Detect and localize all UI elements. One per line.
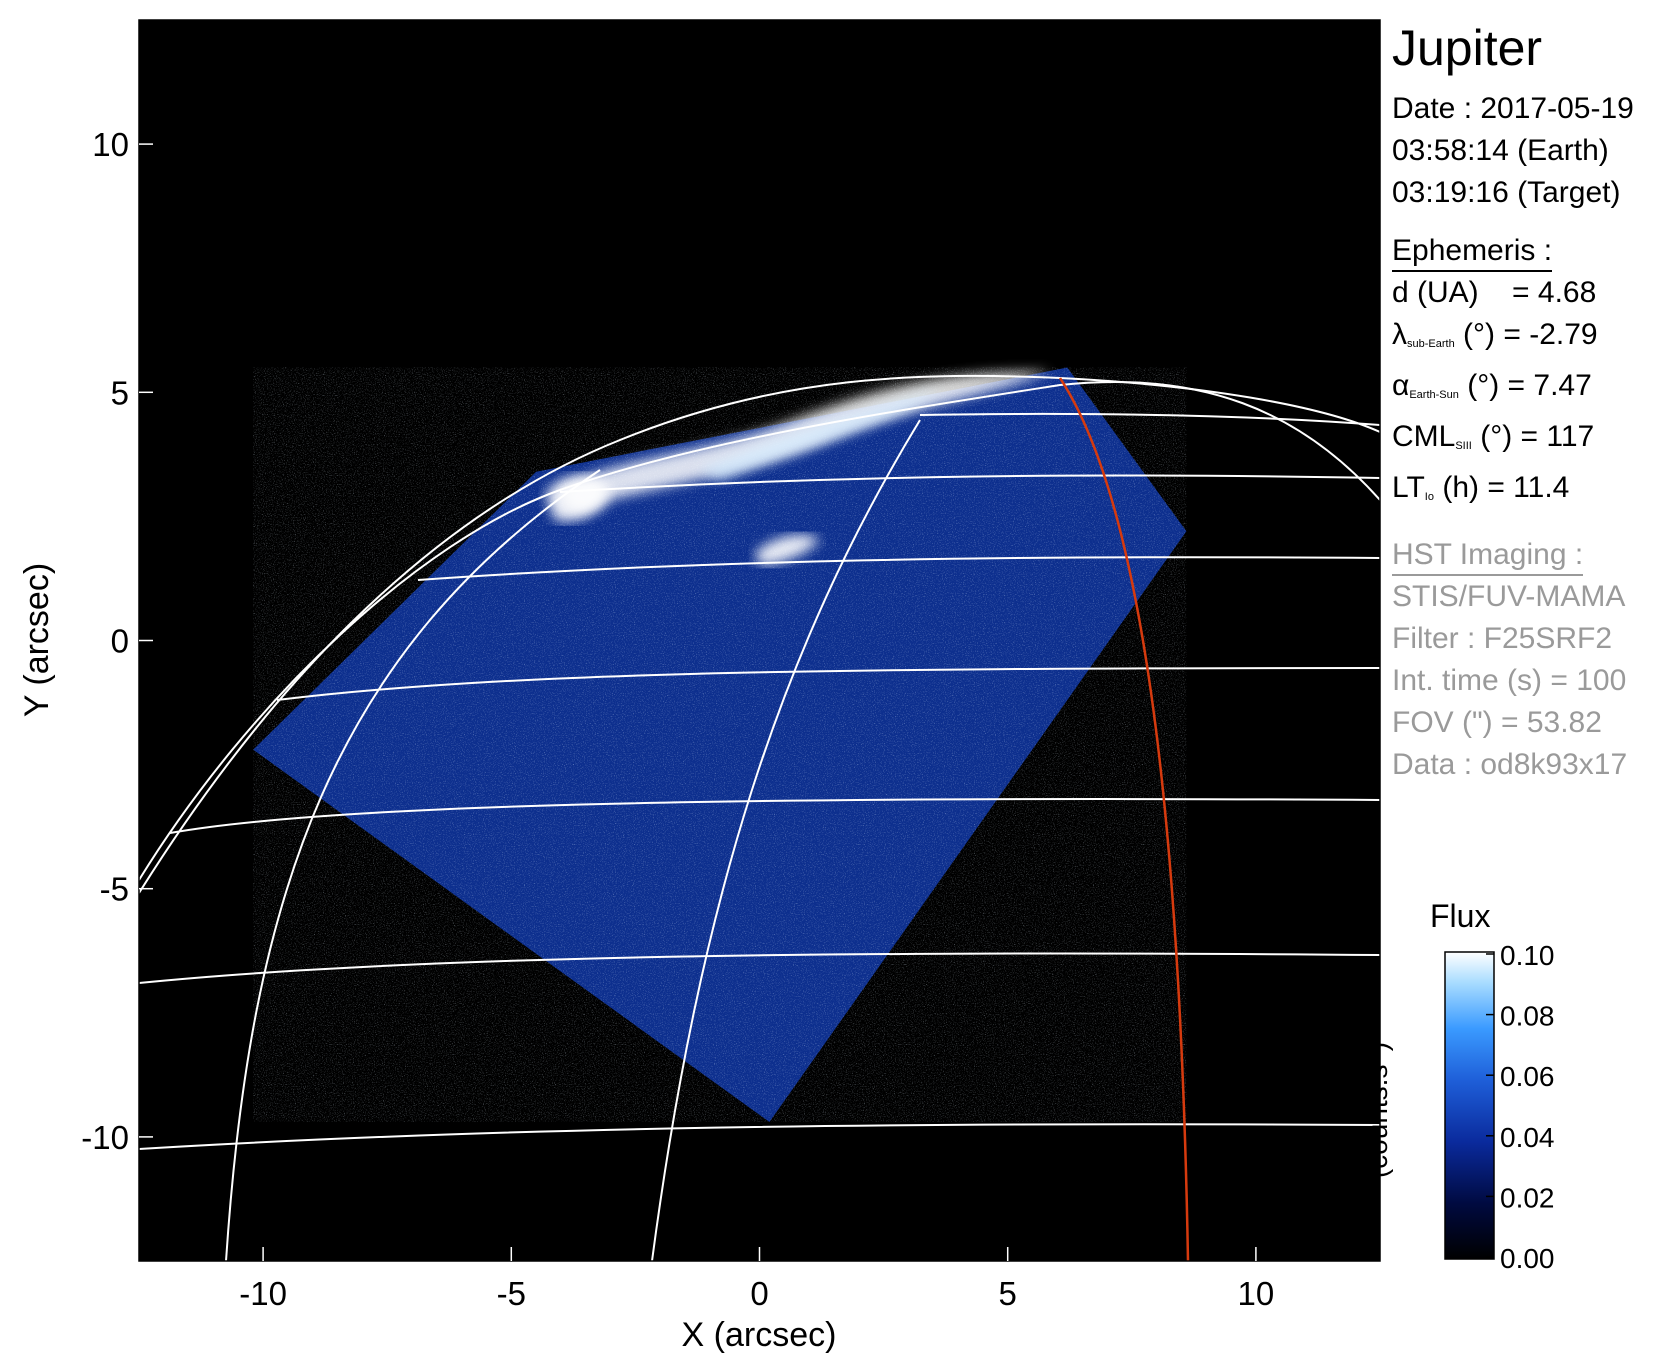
lt-value: (h) = 11.4 xyxy=(1442,471,1570,504)
phase-row: αEarth-Sun (°) = 7.47 xyxy=(1392,365,1676,416)
limb-outer xyxy=(139,374,1380,894)
limb-inner xyxy=(139,380,1380,881)
lt-symbol: LT xyxy=(1392,471,1425,504)
earth-time: 03:58:14 (Earth) xyxy=(1392,134,1609,167)
cml-symbol: CML xyxy=(1392,420,1456,453)
lt-sub: Io xyxy=(1424,491,1434,503)
y-tick-label: 5 xyxy=(111,374,129,411)
y-tick-label: 10 xyxy=(92,126,129,163)
distance-label: d (UA) xyxy=(1392,276,1479,309)
colorbar xyxy=(1444,951,1495,1260)
y-tick-label: -10 xyxy=(81,1119,129,1156)
y-tick-label: 0 xyxy=(111,623,129,660)
planet-name: Jupiter xyxy=(1392,20,1543,76)
lat-lon-grid xyxy=(139,374,1380,1261)
x-tick-label: 5 xyxy=(999,1275,1017,1312)
cml-sub: SIII xyxy=(1455,440,1472,452)
latitude-value: (°) = -2.79 xyxy=(1463,318,1598,351)
filter: Filter : F25SRF2 xyxy=(1392,622,1613,655)
colorbar-tick-label: 0.10 xyxy=(1500,940,1555,971)
latitude-line xyxy=(417,556,1380,581)
distance-row: d (UA) = 4.68 xyxy=(1392,272,1676,314)
colorbar-unit: (counts.s-1) xyxy=(1362,1041,1393,1179)
dataset-id: Data : od8k93x17 xyxy=(1392,748,1628,781)
date-line: Date : 2017-05-19 xyxy=(1392,92,1634,125)
x-axis-title: X (arcsec) xyxy=(682,1316,837,1354)
x-tick-label: -10 xyxy=(239,1275,287,1312)
latitude-line xyxy=(919,412,1380,426)
latitude-line xyxy=(169,798,1380,834)
colorbar-tick-label: 0.00 xyxy=(1500,1243,1555,1274)
target-time: 03:19:16 (Target) xyxy=(1392,176,1621,209)
phase-symbol: α xyxy=(1392,369,1410,402)
instrument: STIS/FUV-MAMA xyxy=(1392,580,1626,613)
meridian-line xyxy=(225,469,601,1261)
latitude-line xyxy=(276,667,1380,701)
x-tick-label: -5 xyxy=(497,1275,526,1312)
x-tick-label: 10 xyxy=(1238,1275,1275,1312)
cml-row: CMLSIII (°) = 117 xyxy=(1392,416,1676,467)
y-axis-title: Y (arcsec) xyxy=(18,563,56,717)
colorbar-tick-label: 0.08 xyxy=(1500,1001,1555,1032)
ephemeris-heading: Ephemeris : xyxy=(1392,232,1553,272)
latitude-symbol: λ xyxy=(1392,318,1407,351)
field-of-view: FOV (") = 53.82 xyxy=(1392,706,1602,739)
latitude-row: λsub-Earth (°) = -2.79 xyxy=(1392,314,1676,365)
y-tick-label: -5 xyxy=(100,871,129,908)
cml-value: (°) = 117 xyxy=(1480,420,1595,453)
x-axis: -10 -5 0 5 10 xyxy=(239,1247,1274,1312)
latitude-line xyxy=(559,474,1380,493)
distance-value: = 4.68 xyxy=(1512,276,1597,309)
meridian-line xyxy=(651,419,921,1261)
colorbar-tick-label: 0.02 xyxy=(1500,1182,1555,1213)
colorbar-ticks: 0.00 0.02 0.04 0.06 0.08 0.10 xyxy=(1486,940,1555,1274)
phase-value: (°) = 7.47 xyxy=(1467,369,1592,402)
colorbar-tick-label: 0.04 xyxy=(1500,1122,1555,1153)
colorbar-title: Flux xyxy=(1430,898,1491,934)
phase-sub: Earth-Sun xyxy=(1409,389,1459,401)
info-panel: Jupiter Date : 2017-05-19 03:58:14 (Eart… xyxy=(1392,18,1676,786)
lt-row: LTIo (h) = 11.4 xyxy=(1392,467,1676,518)
integration-time: Int. time (s) = 100 xyxy=(1392,664,1627,697)
reference-meridian xyxy=(1058,377,1190,1261)
x-tick-label: 0 xyxy=(750,1275,768,1312)
latitude-sub: sub-Earth xyxy=(1407,338,1455,350)
image-noise xyxy=(253,367,1187,1122)
latitude-line xyxy=(139,1123,1380,1150)
y-axis: 10 5 0 -5 -10 xyxy=(81,126,153,1156)
hst-heading: HST Imaging : xyxy=(1392,536,1584,576)
colorbar-tick-label: 0.06 xyxy=(1500,1061,1555,1092)
